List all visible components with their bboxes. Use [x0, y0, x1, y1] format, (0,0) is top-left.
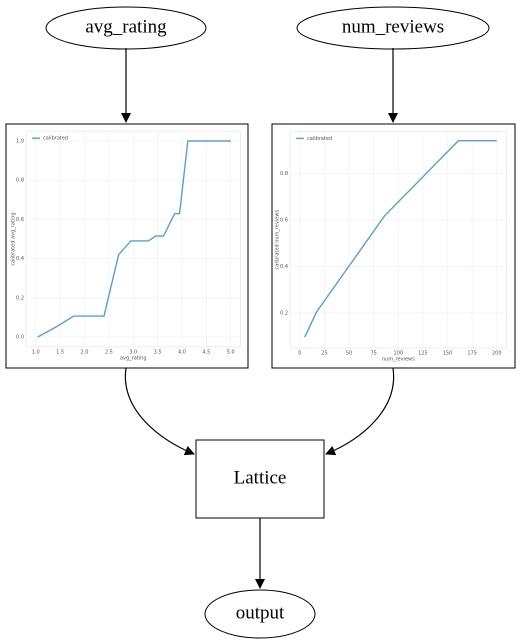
- x-tick-label: 1.5: [56, 349, 64, 355]
- input-node: [45, 6, 207, 50]
- x-tick-label: 25: [321, 351, 327, 357]
- x-tick-label: 3.0: [129, 349, 137, 355]
- y-tick-label: 0.2: [16, 295, 24, 301]
- x-tick-label: 75: [370, 351, 376, 357]
- node-label: output: [236, 602, 285, 623]
- y-tick-label: 0.4: [280, 264, 288, 270]
- x-tick-label: 150: [443, 351, 453, 357]
- line: [304, 140, 497, 338]
- y-tick-label: 0.8: [16, 178, 24, 184]
- y-tick-label: 0.2: [280, 311, 288, 317]
- output-node: [204, 589, 316, 639]
- legend-label: calibrated: [43, 136, 68, 142]
- y-tick-label: 0.4: [16, 256, 24, 262]
- edge: [124, 367, 195, 456]
- x-tick-label: 125: [418, 351, 428, 357]
- x-tick-label: 4.0: [178, 349, 186, 355]
- y-tick-label: 0.8: [280, 171, 288, 177]
- node-label: Lattice: [234, 467, 287, 488]
- node-label: avg_rating: [85, 16, 167, 37]
- x-tick-label: 2.0: [81, 349, 89, 355]
- node-label: num_reviews: [342, 16, 444, 37]
- x-tick-label: 175: [467, 351, 477, 357]
- x-tick-label: 0: [298, 351, 301, 357]
- y-tick-label: 1.0: [16, 139, 24, 145]
- x-tick-label: 4.5: [202, 349, 210, 355]
- edges: [121, 48, 398, 589]
- lattice-node: [195, 439, 325, 519]
- x-tick-label: 1.0: [32, 349, 40, 355]
- x-tick-label: 50: [346, 351, 352, 357]
- y-tick-label: 0.6: [280, 217, 288, 223]
- x-tick-label: 100: [394, 351, 404, 357]
- x-tick-label: 200: [492, 351, 502, 357]
- x-tick-label: 2.5: [105, 349, 113, 355]
- charts: 1.0 1.5 2.0 2.5 3.0 3.5 4.0 4.5 5.0 0.0 0.2 0.4 0.6 0…: [11, 130, 508, 363]
- x-axis-label: num_reviews: [382, 357, 415, 363]
- y-tick-label: 0.6: [16, 217, 24, 223]
- input-node: [296, 6, 490, 50]
- legend-label: calibrated: [307, 136, 332, 142]
- y-tick-label: 0.0: [16, 335, 24, 341]
- x-axis-label: avg_rating: [120, 355, 147, 361]
- edge: [325, 367, 395, 456]
- x-tick-label: 3.5: [154, 349, 162, 355]
- x-tick-label: 5.0: [227, 349, 235, 355]
- y-axis-label: calibrated num_reviews: [275, 210, 281, 270]
- line: [37, 140, 231, 338]
- y-axis-label: calibrated avg_rating: [11, 212, 17, 265]
